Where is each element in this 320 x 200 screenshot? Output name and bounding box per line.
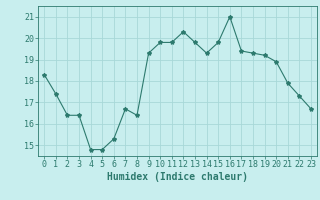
X-axis label: Humidex (Indice chaleur): Humidex (Indice chaleur)	[107, 172, 248, 182]
